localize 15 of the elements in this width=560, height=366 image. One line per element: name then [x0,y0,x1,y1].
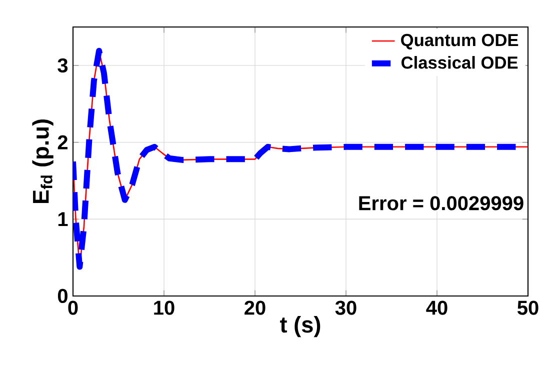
y-tick-label: 2 [58,135,68,150]
x-tick-label: 0 [68,300,78,315]
x-tick-label: 50 [517,300,538,315]
x-tick-label: 20 [244,300,266,315]
y-tick-label: 3 [58,58,68,73]
x-tick-label: 10 [154,300,174,315]
annotation: Error = 0.0029999 [359,196,524,210]
legend-label: Quantum ODE [401,34,518,50]
y-tick-label: 1 [58,212,68,226]
y-axis-title: E$_{fd}$ (p.u) [32,120,54,204]
x-tick-label: 40 [426,300,448,315]
x-axis-title: t (s) [280,316,320,338]
x-tick-label: 30 [335,300,356,315]
y-tick-label: 0 [58,288,68,304]
legend-label: Classical ODE [402,56,518,69]
